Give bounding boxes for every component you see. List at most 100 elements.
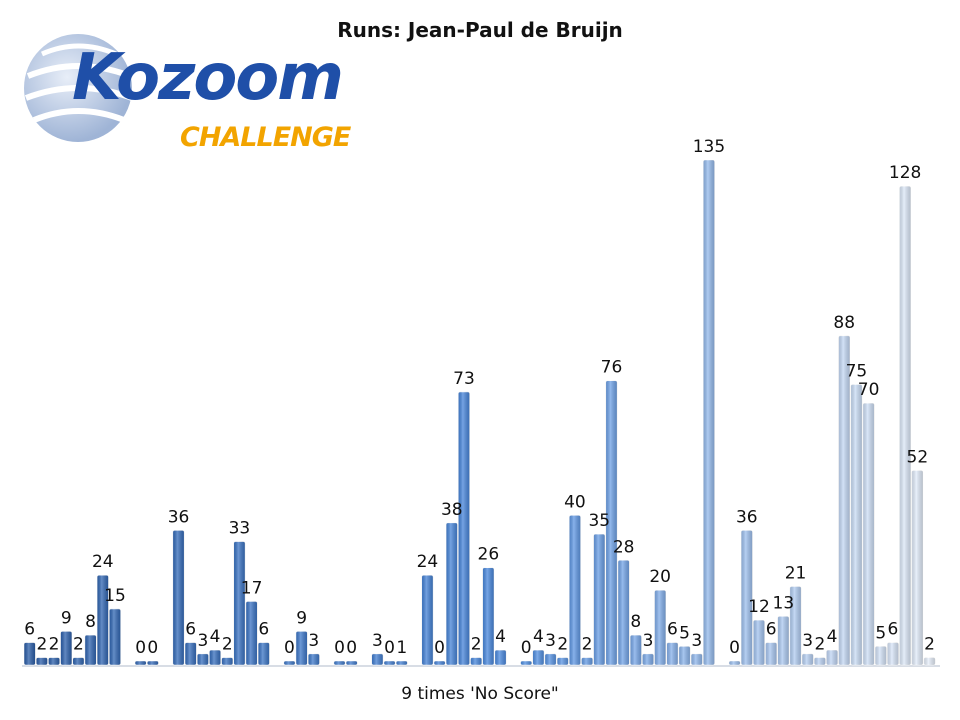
chart-title: Runs: Jean-Paul de Bruijn <box>337 18 623 42</box>
chart-footer-note: 9 times 'No Score" <box>401 684 559 704</box>
data-label: 0 <box>135 638 146 658</box>
bar-shading <box>838 335 850 665</box>
data-label: 5 <box>679 623 690 643</box>
data-label: 70 <box>858 380 880 400</box>
data-label: 135 <box>693 137 725 157</box>
bar-shading <box>753 620 765 665</box>
data-label: 40 <box>564 492 586 512</box>
data-label: 128 <box>889 163 921 183</box>
data-label: 2 <box>814 635 825 655</box>
bar-shading <box>569 515 581 665</box>
data-label: 73 <box>453 369 475 389</box>
bar-shading <box>741 530 753 665</box>
data-label: 52 <box>907 447 929 467</box>
data-label: 38 <box>441 500 463 520</box>
bar-shading <box>862 403 875 665</box>
data-label: 20 <box>649 567 671 587</box>
bar-shading <box>520 661 532 665</box>
data-label: 33 <box>229 519 251 539</box>
data-label: 6 <box>888 620 899 640</box>
data-label: 88 <box>833 313 855 333</box>
bar-shading <box>333 661 346 665</box>
data-label: 75 <box>846 361 868 381</box>
data-label: 2 <box>49 635 60 655</box>
data-label: 0 <box>346 638 357 658</box>
logo-wordmark: Kozoom <box>72 41 344 115</box>
bar-shading <box>703 160 715 665</box>
data-label: 6 <box>667 620 678 640</box>
bar-shading <box>593 534 605 665</box>
bar-shading <box>197 653 209 665</box>
bar-shading <box>258 642 270 665</box>
data-label: 0 <box>147 638 158 658</box>
bar-shading <box>60 631 72 665</box>
data-label: 3 <box>197 631 208 651</box>
bar-shading <box>283 661 296 665</box>
data-label: 12 <box>748 597 770 617</box>
bar-shading <box>109 608 121 665</box>
data-label: 6 <box>766 620 777 640</box>
bar-shading <box>295 631 308 665</box>
data-label: 0 <box>434 638 445 658</box>
data-label: 9 <box>296 608 307 628</box>
data-label: 0 <box>334 638 345 658</box>
bar-shading <box>72 657 85 665</box>
bar-shading <box>544 653 557 665</box>
bar-shading <box>233 541 246 665</box>
data-label: 2 <box>557 635 568 655</box>
bar-shading <box>887 642 899 665</box>
bar-shading <box>765 642 777 665</box>
bar-shading <box>221 657 233 665</box>
data-label: 4 <box>827 627 838 647</box>
data-label: 4 <box>210 627 221 647</box>
data-label: 17 <box>241 578 263 598</box>
data-label: 15 <box>104 586 126 606</box>
data-label: 0 <box>284 638 295 658</box>
data-label: 0 <box>384 638 395 658</box>
data-label: 76 <box>601 358 623 378</box>
data-label: 2 <box>222 635 233 655</box>
bar-shading <box>185 642 197 665</box>
data-label: 4 <box>533 627 544 647</box>
bar-shading <box>666 642 679 665</box>
data-label: 36 <box>168 507 190 527</box>
data-label: 3 <box>545 631 556 651</box>
bar-shading <box>617 560 630 665</box>
bar-shading <box>245 601 258 665</box>
bar-shading <box>923 657 936 665</box>
bar-shading <box>494 650 507 665</box>
data-label: 28 <box>613 537 635 557</box>
data-label: 3 <box>643 631 654 651</box>
bar-shading <box>383 661 396 665</box>
data-label: 6 <box>185 620 196 640</box>
kozoom-logo: Kozoom CHALLENGE <box>20 26 360 151</box>
data-label: 24 <box>92 552 114 572</box>
bar-shading <box>557 657 569 665</box>
bar-shading <box>97 575 109 665</box>
data-label: 24 <box>417 552 439 572</box>
bar-shading <box>777 616 790 665</box>
bar-shading <box>532 650 545 665</box>
bar-shading <box>654 590 666 665</box>
bar-shading <box>899 186 911 665</box>
bar-shading <box>371 653 384 665</box>
bar-shading <box>470 657 482 665</box>
bar-shading <box>642 653 654 665</box>
bar-shading <box>36 657 48 665</box>
bar-shading <box>911 470 924 665</box>
data-label: 8 <box>630 612 641 632</box>
bar-shading <box>308 653 320 665</box>
data-label: 3 <box>308 631 319 651</box>
bar-shading <box>458 391 470 665</box>
data-label: 26 <box>478 545 500 565</box>
bar-shading <box>789 586 802 665</box>
data-label: 2 <box>582 635 593 655</box>
bar-shading <box>691 653 703 665</box>
bar-shading <box>172 530 185 665</box>
bar-shading <box>605 380 618 665</box>
bar-shading <box>346 661 358 665</box>
bar-shading <box>678 646 691 665</box>
data-label: 0 <box>729 638 740 658</box>
